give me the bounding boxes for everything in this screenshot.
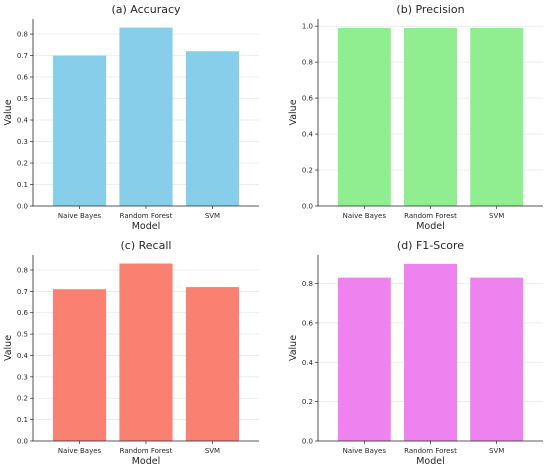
x-tick-label: Random Forest: [404, 212, 457, 220]
y-tick-label: 0.2: [302, 398, 313, 406]
y-tick-label: 0.0: [302, 203, 313, 211]
x-axis-label: Model: [132, 456, 161, 465]
y-tick-label: 0.5: [17, 331, 28, 339]
chart-f1-score: 0.0 0.2 0.4 0.6 0.8 Naive Bayes Random Forest S…: [288, 239, 543, 465]
bar-svm: [185, 51, 240, 206]
x-tick-label: SVM: [489, 212, 504, 220]
bar-random-forest: [119, 263, 173, 441]
bar-naive-bayes: [52, 289, 107, 441]
bar-naive-bayes: [337, 27, 391, 206]
y-tick-label: 0.8: [302, 280, 313, 288]
chart-title: (a) Accuracy: [111, 3, 181, 16]
chart-title: (c) Recall: [121, 239, 172, 252]
y-axis-label: Value: [288, 99, 299, 125]
y-tick-label: 0.0: [302, 438, 313, 446]
y-axis-label: Value: [3, 335, 14, 361]
bar-svm: [185, 287, 240, 441]
x-tick-label: Naive Bayes: [58, 447, 102, 455]
y-tick-label: 1.0: [302, 23, 313, 31]
y-tick-label: 0.8: [302, 59, 313, 67]
x-tick-label: Naive Bayes: [343, 447, 387, 455]
bar-random-forest: [404, 263, 457, 441]
x-tick-label: Naive Bayes: [58, 212, 102, 220]
y-tick-label: 0.7: [17, 52, 28, 60]
y-tick-label: 0.1: [17, 416, 28, 424]
y-tick-label: 0.8: [17, 31, 28, 39]
y-tick-label: 0.0: [17, 438, 28, 446]
x-axis-label: Model: [132, 221, 161, 232]
x-tick-label: Naive Bayes: [343, 212, 387, 220]
y-tick-label: 0.3: [17, 138, 28, 146]
y-tick-label: 0.6: [17, 74, 29, 82]
x-tick-label: Random Forest: [120, 447, 173, 455]
y-tick-label: 0.4: [302, 131, 314, 139]
y-tick-label: 0.1: [17, 181, 28, 189]
bar-naive-bayes: [337, 277, 391, 441]
y-tick-label: 0.4: [17, 117, 29, 125]
x-tick-label: Random Forest: [120, 212, 173, 220]
chart-title: (d) F1-Score: [397, 239, 464, 252]
y-tick-label: 0.6: [17, 309, 29, 317]
x-tick-label: SVM: [489, 447, 504, 455]
bar-random-forest: [404, 27, 457, 206]
chart-precision: 0.0 0.2 0.4 0.6 0.8 1.0 Naive Bayes Random Fore…: [288, 3, 543, 232]
x-tick-label: SVM: [205, 447, 220, 455]
y-axis-label: Value: [3, 99, 14, 125]
y-tick-label: 0.7: [17, 288, 28, 296]
y-axis-label: Value: [288, 335, 299, 361]
y-tick-label: 0.3: [17, 373, 28, 381]
y-tick-label: 0.6: [302, 95, 314, 103]
y-tick-label: 0.2: [17, 160, 28, 168]
x-axis-label: Model: [416, 456, 445, 465]
y-tick-label: 0.0: [17, 203, 28, 211]
bar-naive-bayes: [52, 55, 107, 207]
x-tick-label: SVM: [205, 212, 220, 220]
y-tick-label: 0.6: [302, 319, 314, 327]
y-tick-label: 0.2: [17, 395, 28, 403]
bar-random-forest: [119, 27, 173, 206]
y-tick-label: 0.4: [302, 359, 314, 367]
y-tick-label: 0.8: [17, 266, 28, 274]
y-tick-label: 0.2: [302, 167, 313, 175]
x-tick-label: Random Forest: [404, 447, 457, 455]
bar-svm: [470, 277, 524, 441]
chart-recall: 0.0 0.1 0.2 0.3 0.4 0.5 0.6 0.7 0.8 Naive Bayes Ra…: [3, 239, 259, 465]
bar-svm: [470, 27, 524, 206]
chart-accuracy: 0.0 0.1 0.2 0.3 0.4 0.5 0.6 0.7 0.8 Naive Bayes Ra…: [3, 3, 259, 232]
y-tick-label: 0.5: [17, 95, 28, 103]
y-tick-label: 0.4: [17, 352, 29, 360]
x-axis-label: Model: [416, 221, 445, 232]
chart-title: (b) Precision: [396, 3, 464, 16]
